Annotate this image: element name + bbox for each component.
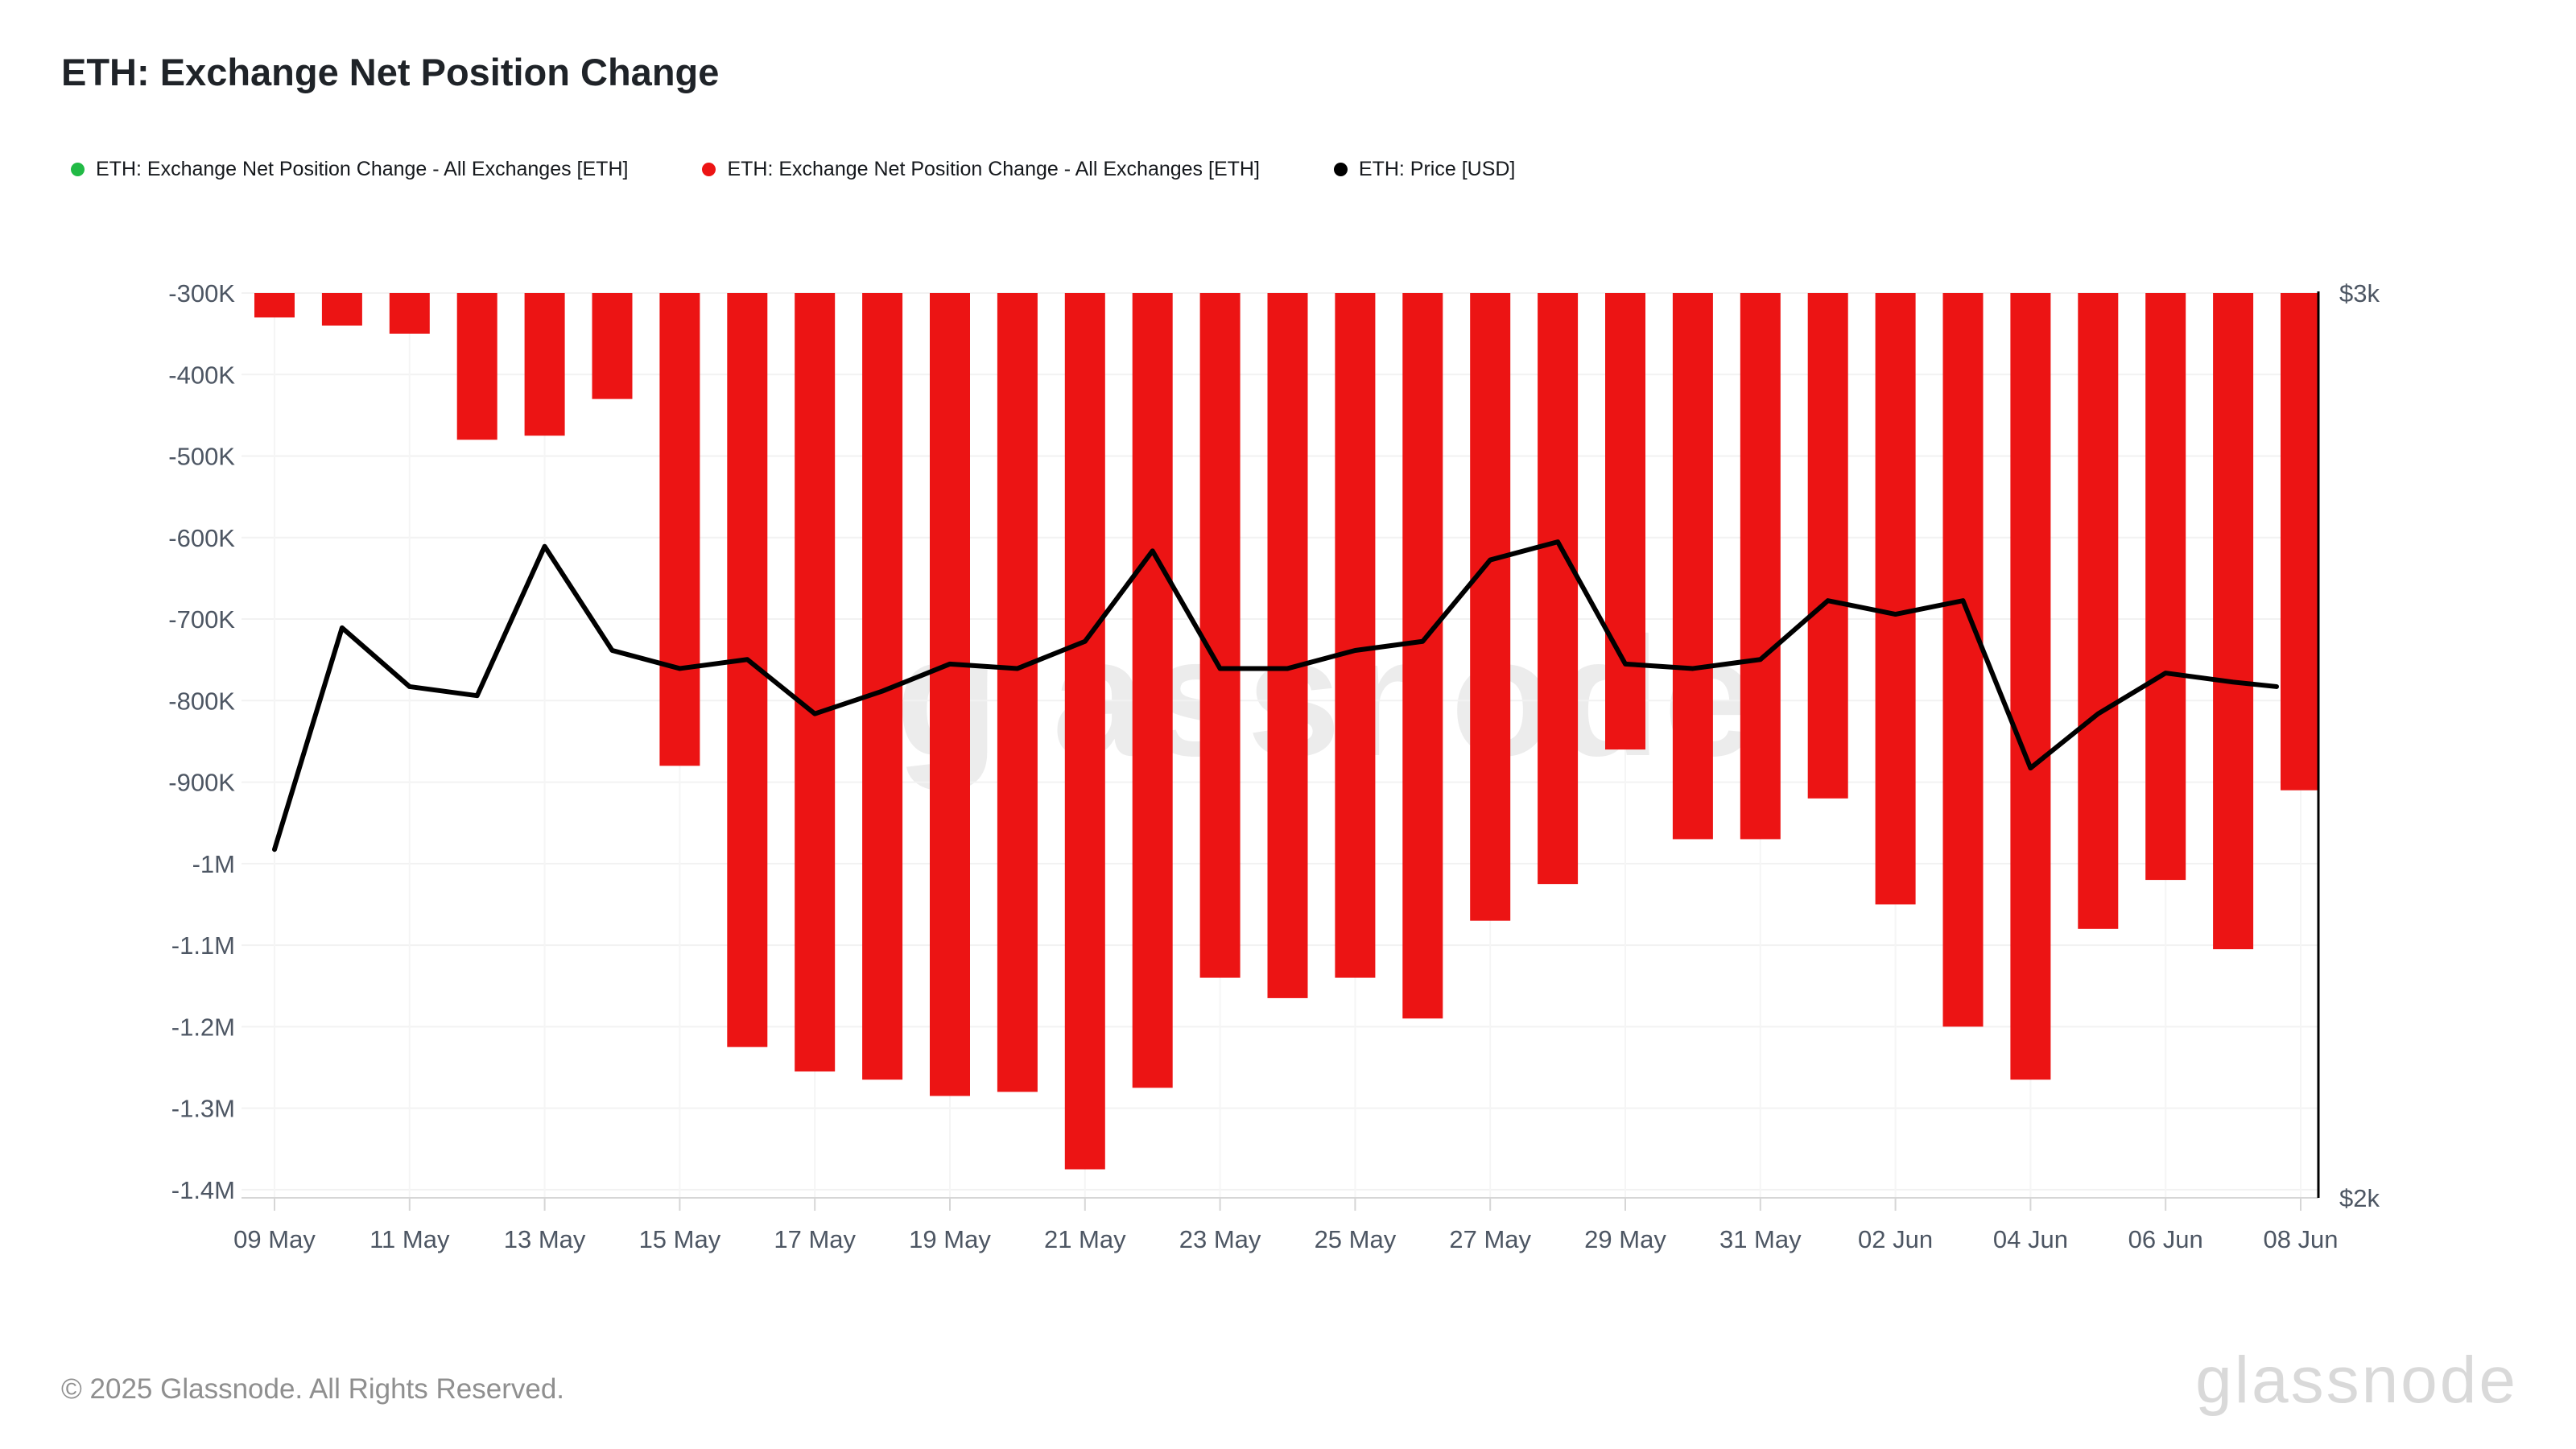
net-position-bar[interactable] <box>1807 293 1848 799</box>
net-position-bar[interactable] <box>1335 293 1376 978</box>
net-position-bar[interactable] <box>2078 293 2119 929</box>
x-axis-tick-label: 29 May <box>1584 1225 1666 1253</box>
x-axis-tick-label: 04 Jun <box>1993 1225 2068 1253</box>
left-axis-tick-label: -600K <box>168 524 235 552</box>
net-position-bar[interactable] <box>2010 293 2051 1080</box>
net-position-bar[interactable] <box>389 293 430 334</box>
net-position-bar[interactable] <box>1064 293 1105 1170</box>
x-axis-tick-label: 31 May <box>1719 1225 1802 1253</box>
net-position-bar[interactable] <box>524 293 565 436</box>
legend-item-label: ETH: Price [USD] <box>1358 158 1516 180</box>
net-position-bar[interactable] <box>592 293 633 399</box>
right-axis-tick-label: $3k <box>2339 279 2380 308</box>
net-position-bar[interactable] <box>1267 293 1308 998</box>
net-position-bar[interactable] <box>930 293 970 1096</box>
x-axis-tick-label: 09 May <box>233 1225 316 1253</box>
x-axis-tick-label: 21 May <box>1044 1225 1126 1253</box>
x-axis-tick-label: 23 May <box>1179 1225 1261 1253</box>
left-axis-tick-label: -300K <box>168 279 235 308</box>
net-position-bar[interactable] <box>456 293 497 440</box>
x-axis-tick-label: 02 Jun <box>1858 1225 1933 1253</box>
green-dot-icon <box>71 163 85 176</box>
glassnode-logo: glassnode <box>2195 1344 2518 1417</box>
left-axis-tick-label: -1.1M <box>171 931 235 960</box>
net-position-bar[interactable] <box>1199 293 1241 978</box>
chart-legend: ETH: Exchange Net Position Change - All … <box>71 158 1515 181</box>
page-title: ETH: Exchange Net Position Change <box>61 51 720 93</box>
x-axis-tick-label: 13 May <box>504 1225 586 1253</box>
x-axis-tick-label: 17 May <box>774 1225 856 1253</box>
net-position-bar[interactable] <box>2281 293 2318 791</box>
x-axis-tick-label: 25 May <box>1315 1225 1397 1253</box>
net-position-bar[interactable] <box>1875 293 1916 905</box>
left-axis-tick-label: -400K <box>168 361 235 389</box>
net-position-bar[interactable] <box>1740 293 1781 840</box>
net-position-bar[interactable] <box>1672 293 1713 840</box>
legend-item-label: ETH: Exchange Net Position Change - All … <box>727 158 1260 180</box>
left-axis-tick-label: -500K <box>168 443 235 471</box>
net-position-bar[interactable] <box>1605 293 1645 750</box>
red-dot-icon <box>702 163 716 176</box>
black-dot-icon <box>1333 163 1348 176</box>
legend-item-net-position-green[interactable]: ETH: Exchange Net Position Change - All … <box>71 158 628 181</box>
left-axis-tick-label: -700K <box>168 605 235 634</box>
net-position-bar[interactable] <box>659 293 700 766</box>
x-axis-tick-label: 06 Jun <box>2128 1225 2203 1253</box>
net-position-bar[interactable] <box>795 293 836 1072</box>
net-position-bar[interactable] <box>1132 293 1173 1088</box>
left-axis-tick-label: -1.2M <box>171 1013 235 1041</box>
net-position-bar[interactable] <box>1942 293 1984 1027</box>
x-axis-tick-label: 19 May <box>909 1225 991 1253</box>
net-position-bar[interactable] <box>1402 293 1443 1019</box>
net-position-bar[interactable] <box>1538 293 1579 885</box>
eth-price-line[interactable] <box>272 539 2279 852</box>
x-axis-tick-label: 11 May <box>369 1225 450 1253</box>
left-axis-tick-label: -800K <box>168 687 235 715</box>
x-axis-tick-label: 27 May <box>1449 1225 1531 1253</box>
x-axis-tick-label: 15 May <box>639 1225 721 1253</box>
right-axis-tick-label: $2k <box>2339 1184 2380 1212</box>
legend-item-eth-price[interactable]: ETH: Price [USD] <box>1333 158 1516 181</box>
legend-item-net-position-red[interactable]: ETH: Exchange Net Position Change - All … <box>702 158 1260 181</box>
net-position-bar[interactable] <box>2145 293 2186 881</box>
legend-item-label: ETH: Exchange Net Position Change - All … <box>96 158 629 180</box>
copyright-text: © 2025 Glassnode. All Rights Reserved. <box>61 1373 565 1405</box>
net-position-bar[interactable] <box>1470 293 1511 921</box>
x-axis-tick-label: 08 Jun <box>2263 1225 2338 1253</box>
left-axis-tick-label: -1.4M <box>171 1176 235 1204</box>
net-position-bar[interactable] <box>254 293 295 318</box>
left-axis-tick-label: -1.3M <box>171 1095 235 1123</box>
net-position-bar[interactable] <box>2213 293 2254 950</box>
net-position-bar[interactable] <box>321 293 362 326</box>
net-position-bar[interactable] <box>997 293 1038 1092</box>
left-axis-tick-label: -1M <box>192 850 235 878</box>
left-axis-tick-label: -900K <box>168 769 235 797</box>
